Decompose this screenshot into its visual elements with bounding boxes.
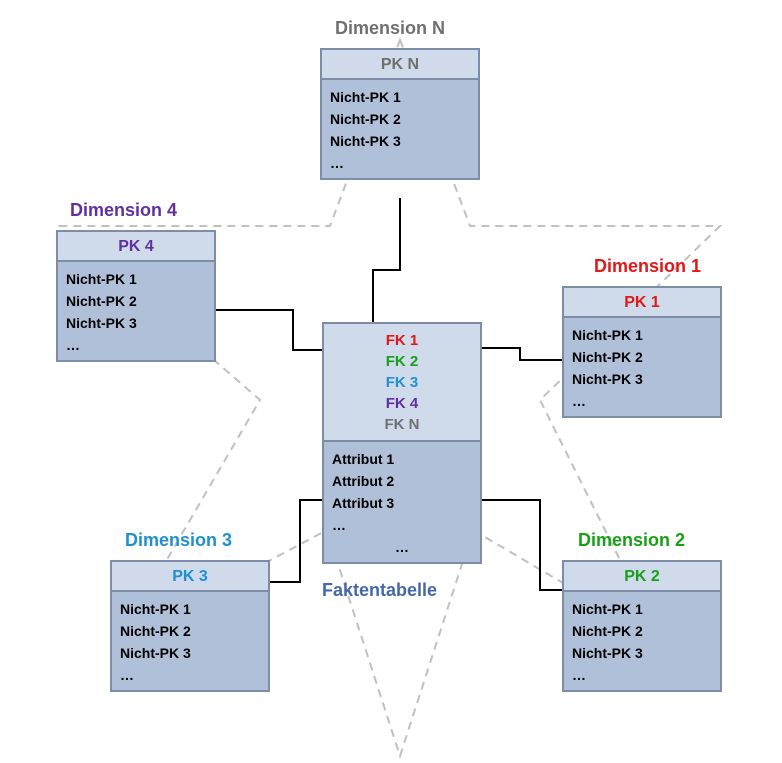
fk-entry: FK 1 [324,330,480,351]
fk-entry: FK N [324,414,480,435]
attr: … [330,152,470,174]
attr: Attribut 2 [332,470,472,492]
attr: Nicht-PK 1 [572,598,712,620]
label-dimension-n: Dimension N [335,18,445,39]
dimension-n-table: PK N Nicht-PK 1 Nicht-PK 2 Nicht-PK 3 … [320,48,480,180]
label-fact-table: Faktentabelle [322,580,437,601]
attr: Nicht-PK 2 [572,346,712,368]
dimension-n-attrs: Nicht-PK 1 Nicht-PK 2 Nicht-PK 3 … [322,80,478,178]
attr: Nicht-PK 3 [572,642,712,664]
dimension-2-attrs: Nicht-PK 1 Nicht-PK 2 Nicht-PK 3 … [564,592,720,690]
attr: Nicht-PK 2 [120,620,260,642]
fk-entry: FK 2 [324,351,480,372]
attr: Nicht-PK 3 [572,368,712,390]
fact-table-fk-header: FK 1 FK 2 FK 3 FK 4 FK N [324,324,480,442]
attr: Nicht-PK 2 [330,108,470,130]
attr: Nicht-PK 2 [572,620,712,642]
dimension-1-attrs: Nicht-PK 1 Nicht-PK 2 Nicht-PK 3 … [564,318,720,416]
attr: Nicht-PK 1 [120,598,260,620]
dimension-4-pk-header: PK 4 [58,232,214,262]
attr: Attribut 3 [332,492,472,514]
fk-entry: FK 3 [324,372,480,393]
dimension-4-attrs: Nicht-PK 1 Nicht-PK 2 Nicht-PK 3 … [58,262,214,360]
attr: … [332,536,472,558]
attr: … [66,334,206,356]
attr: … [572,664,712,686]
label-dimension-2: Dimension 2 [578,530,685,551]
dimension-2-table: PK 2 Nicht-PK 1 Nicht-PK 2 Nicht-PK 3 … [562,560,722,692]
dimension-n-pk-header: PK N [322,50,478,80]
attr: … [572,390,712,412]
dimension-3-pk-header: PK 3 [112,562,268,592]
label-dimension-1: Dimension 1 [594,256,701,277]
attr: Nicht-PK 1 [66,268,206,290]
label-dimension-4: Dimension 4 [70,200,177,221]
attr: Nicht-PK 1 [330,86,470,108]
dimension-4-table: PK 4 Nicht-PK 1 Nicht-PK 2 Nicht-PK 3 … [56,230,216,362]
dimension-3-attrs: Nicht-PK 1 Nicht-PK 2 Nicht-PK 3 … [112,592,268,690]
attr: Nicht-PK 3 [120,642,260,664]
dimension-2-pk-header: PK 2 [564,562,720,592]
attr: … [332,514,472,536]
label-dimension-3: Dimension 3 [125,530,232,551]
fact-table: FK 1 FK 2 FK 3 FK 4 FK N Attribut 1 Attr… [322,322,482,564]
attr: Nicht-PK 2 [66,290,206,312]
fk-entry: FK 4 [324,393,480,414]
dimension-1-pk-header: PK 1 [564,288,720,318]
fact-table-attrs: Attribut 1 Attribut 2 Attribut 3 … … [324,442,480,562]
attr: Nicht-PK 1 [572,324,712,346]
attr: Nicht-PK 3 [66,312,206,334]
attr: … [120,664,260,686]
attr: Nicht-PK 3 [330,130,470,152]
dimension-3-table: PK 3 Nicht-PK 1 Nicht-PK 2 Nicht-PK 3 … [110,560,270,692]
dimension-1-table: PK 1 Nicht-PK 1 Nicht-PK 2 Nicht-PK 3 … [562,286,722,418]
attr: Attribut 1 [332,448,472,470]
